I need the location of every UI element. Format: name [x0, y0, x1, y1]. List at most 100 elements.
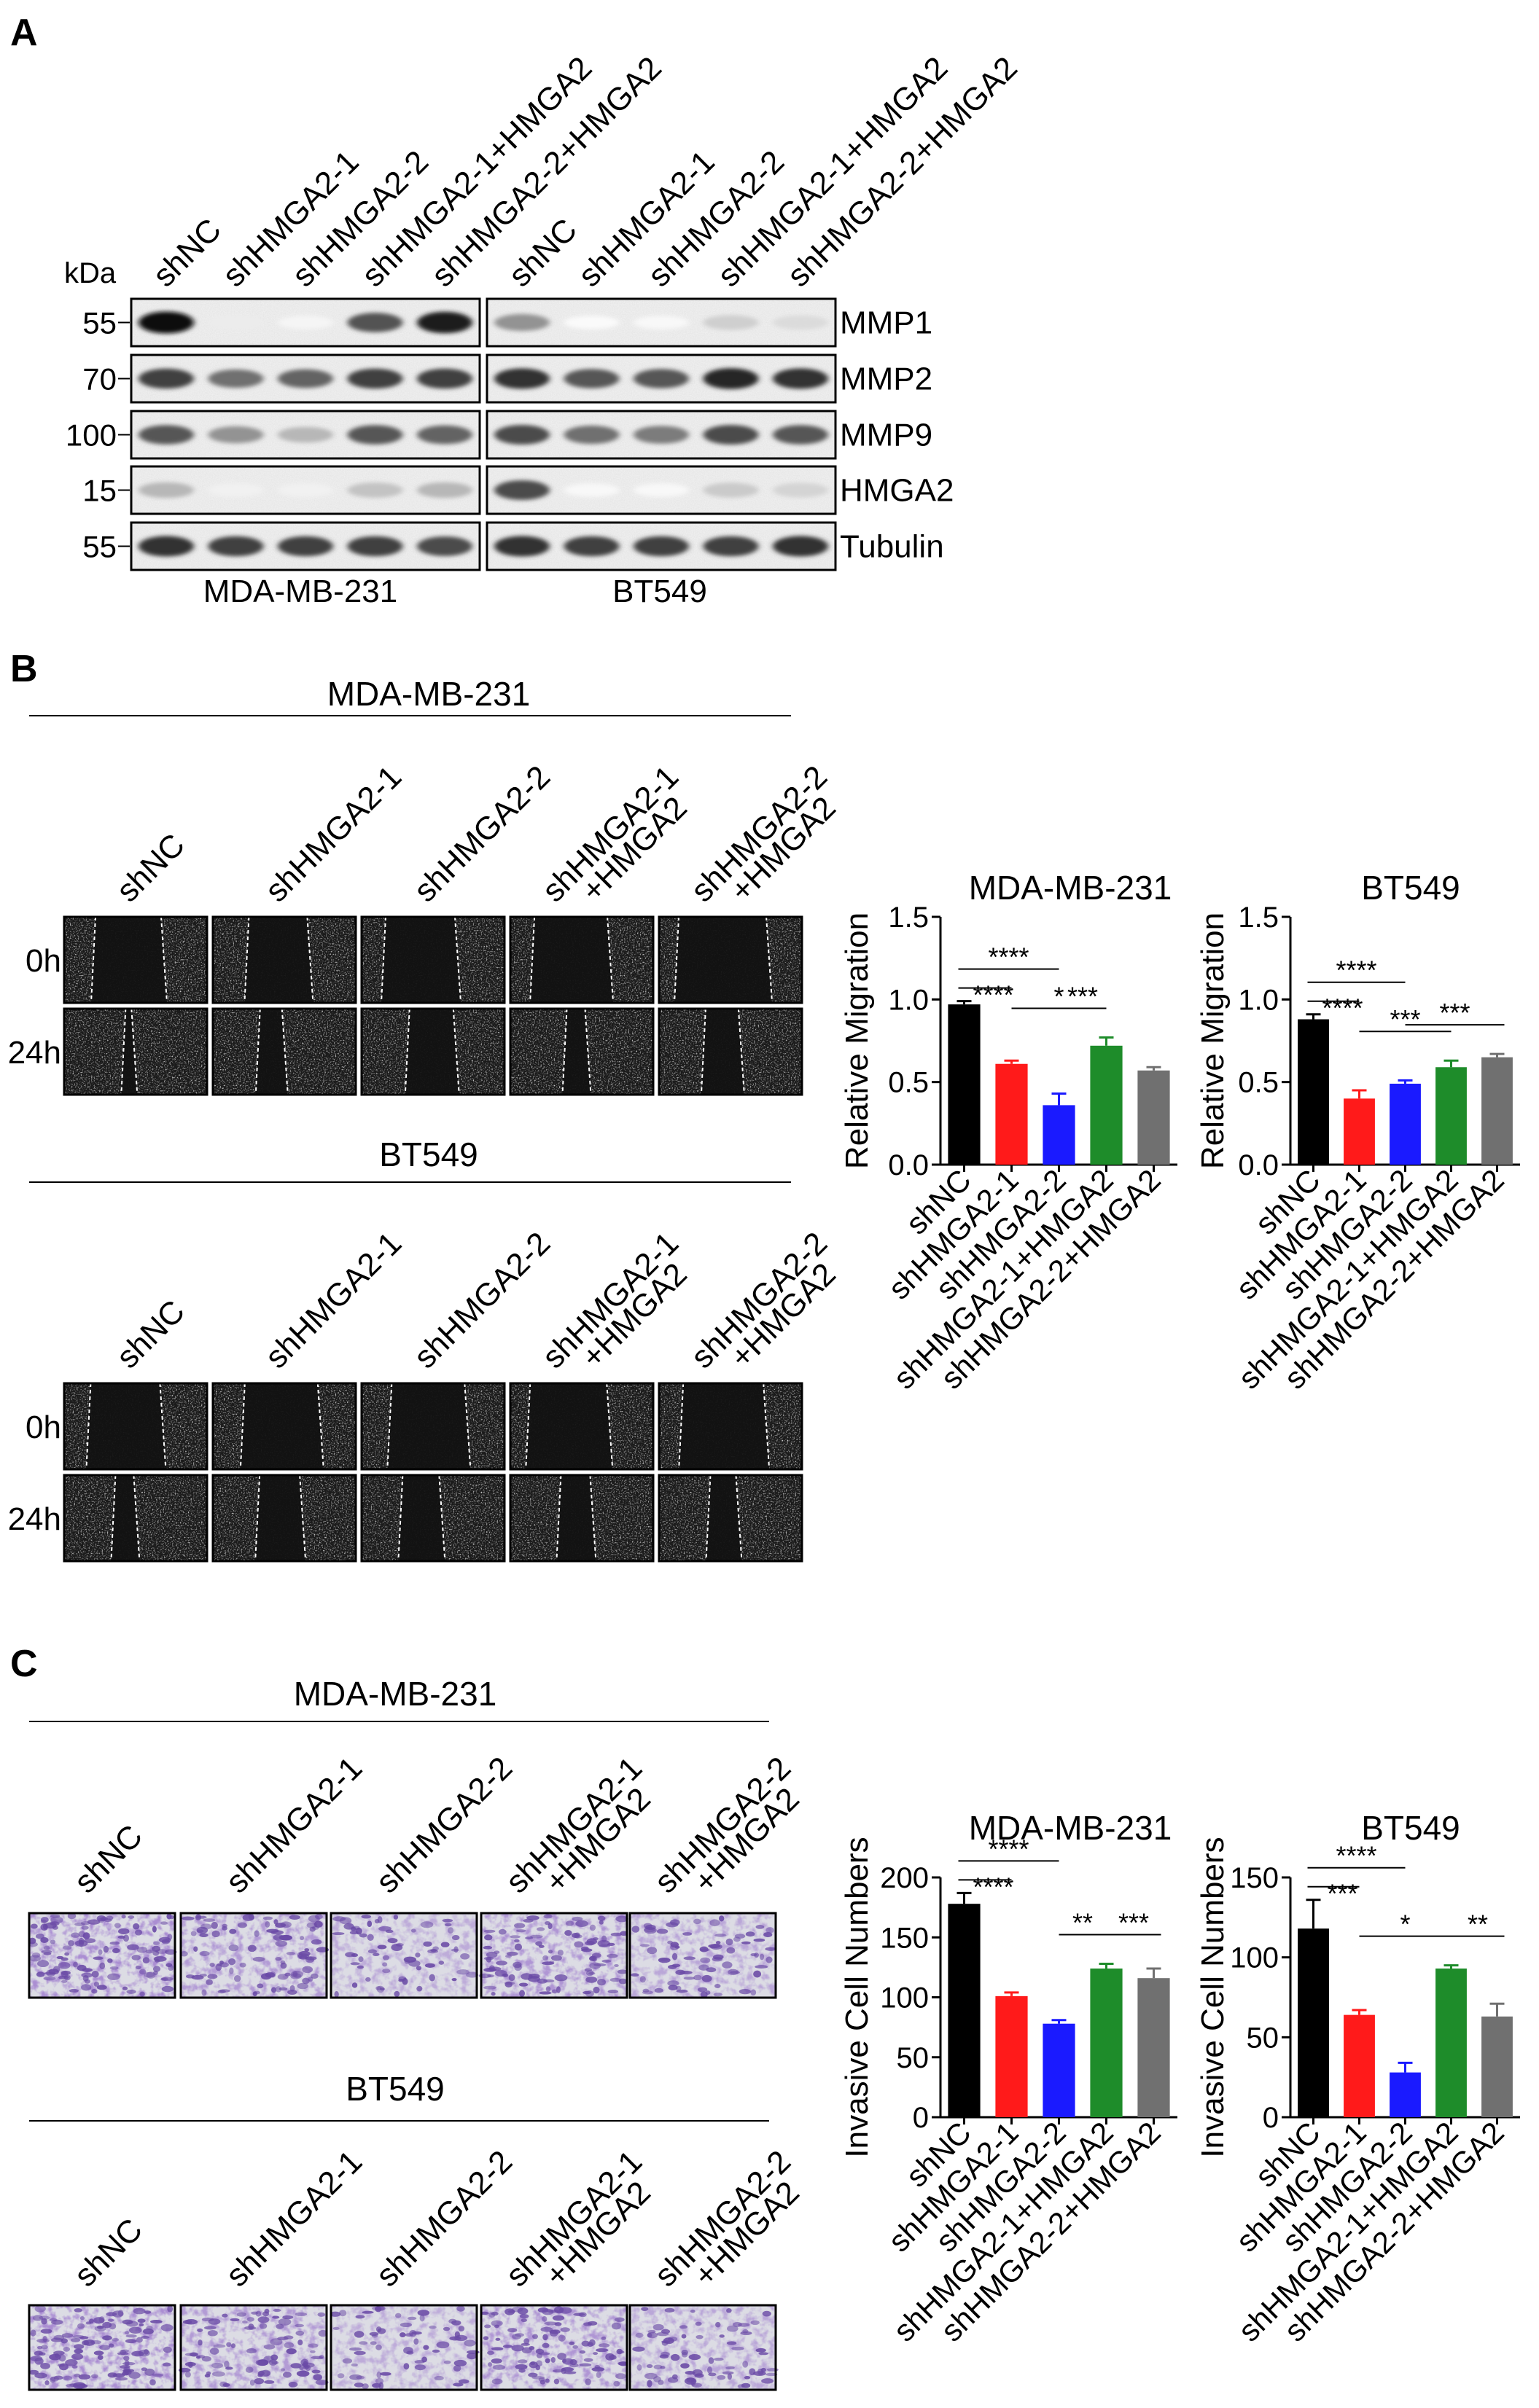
stained-cell	[709, 1943, 722, 1950]
kda-marker-hmga2: 15	[82, 474, 117, 508]
stained-cell	[741, 1941, 751, 1944]
stained-cell	[193, 1946, 198, 1952]
invasion-image-shhmga2-2-hmga2	[628, 1912, 777, 1999]
stained-cell	[456, 1969, 470, 1975]
stained-cell	[715, 1941, 721, 1944]
significance-label: ****	[973, 980, 1013, 1010]
stained-cell	[618, 2350, 625, 2354]
bar-shhmga2-1-hmga2	[1090, 1045, 1123, 1165]
blot-band-mmp9-shnc	[139, 425, 194, 445]
stained-cell	[519, 1990, 526, 1998]
stained-cell	[706, 2366, 712, 2374]
stained-cell	[414, 2364, 426, 2371]
stained-cell	[593, 2352, 599, 2356]
blot-band-mmp2-shnc	[139, 368, 194, 389]
stained-cell	[545, 2378, 550, 2383]
invasion-title-bt: BT549	[346, 2070, 445, 2108]
stained-cell	[68, 1940, 74, 1947]
stained-cell	[682, 1932, 693, 1936]
stained-cell	[583, 2322, 593, 2326]
stained-cell	[109, 1966, 119, 1970]
image-frame	[628, 2304, 777, 2391]
stained-cell	[661, 2329, 671, 2334]
stained-cell	[136, 1947, 148, 1953]
wound-edge-line	[160, 916, 168, 1004]
stained-cell	[491, 2378, 503, 2385]
stained-cell	[647, 2380, 652, 2388]
stained-cell	[257, 2373, 263, 2377]
stained-cell	[124, 2331, 130, 2335]
stained-cell	[203, 2326, 217, 2330]
image-frame	[63, 1382, 209, 1471]
stained-cell	[141, 2367, 148, 2372]
stained-cell	[72, 2334, 85, 2339]
stained-cell	[593, 1937, 599, 1941]
stained-cell	[74, 2348, 83, 2354]
stained-cell	[71, 1932, 80, 1938]
stained-cell	[527, 1976, 540, 1982]
stained-cell	[550, 2356, 556, 2363]
stained-cell	[248, 1913, 254, 1920]
stained-cell	[126, 1989, 136, 1994]
stained-cell	[569, 2358, 577, 2366]
stained-cell	[393, 1915, 399, 1920]
stained-cell	[744, 2376, 751, 2380]
stained-cell	[656, 1928, 669, 1934]
invasion-image-shnc	[28, 2304, 176, 2391]
wound-image-shhmga2-1-hmga2-0h	[509, 915, 655, 1004]
stained-cell	[483, 1985, 496, 1990]
wound-image-shhmga2-1-0h	[211, 1382, 357, 1471]
wound-image-shhmga2-2-24h	[360, 1474, 506, 1563]
stained-cell	[484, 1934, 493, 1941]
image-frame	[658, 1474, 803, 1563]
stained-cell	[74, 2373, 81, 2377]
stained-cell	[753, 1970, 762, 1978]
stained-cell	[531, 2334, 539, 2339]
stained-cell	[315, 2380, 329, 2385]
stained-cell	[683, 1956, 696, 1961]
wound-image-shhmga2-1-hmga2-24h	[509, 1007, 655, 1096]
stained-cell	[219, 1962, 229, 1968]
stained-cell	[467, 2353, 478, 2360]
stained-cell	[254, 2377, 265, 2385]
stained-cell	[261, 2369, 271, 2377]
stained-cell	[36, 1971, 45, 1977]
stained-cell	[460, 1952, 470, 1960]
stained-cell	[265, 1972, 276, 1978]
significance-label: **	[1072, 1907, 1093, 1937]
stained-cell	[511, 2345, 524, 2352]
stained-cell	[585, 1990, 594, 1997]
image-frame	[211, 1007, 357, 1096]
stained-cell	[125, 2339, 137, 2344]
stained-cell	[61, 1979, 68, 1983]
bar-shnc	[948, 1004, 981, 1165]
stained-cell	[77, 1964, 87, 1971]
blot-band-mmp1-shhmga2-2-hmga2	[773, 315, 828, 330]
stained-cell	[167, 1934, 173, 1940]
stained-cell	[693, 1918, 701, 1925]
stained-cell	[163, 2346, 172, 2353]
bar-shhmga2-2-hmga2	[1137, 1070, 1170, 1165]
stained-cell	[558, 2334, 566, 2342]
stained-cell	[536, 2353, 543, 2358]
blot-band-hmga2-shhmga2-1-hmga2	[347, 482, 403, 498]
stained-cell	[44, 1922, 57, 1929]
stained-cell	[705, 1990, 711, 1995]
invasion-image-shhmga2-1-hmga2	[478, 1912, 628, 1999]
stained-cell	[354, 2350, 366, 2356]
stained-cell	[74, 1940, 88, 1947]
stained-cell	[436, 2341, 450, 2349]
stained-cell	[614, 1963, 619, 1967]
stained-cell	[30, 1923, 38, 1929]
stained-cell	[385, 1929, 394, 1934]
stained-cell	[750, 2320, 760, 2326]
chart-migration-mda: MDA-MB-231 Relative Migration 0.0 0.5 1.0 1.5…	[839, 869, 1177, 1396]
stained-cell	[714, 1983, 721, 1988]
image-frame	[628, 1912, 777, 1999]
stained-cell	[122, 1986, 128, 1990]
stained-cell	[583, 2358, 593, 2362]
stained-cell	[133, 1923, 140, 1930]
stained-cells	[481, 1913, 627, 1998]
stained-cell	[510, 1935, 521, 1939]
